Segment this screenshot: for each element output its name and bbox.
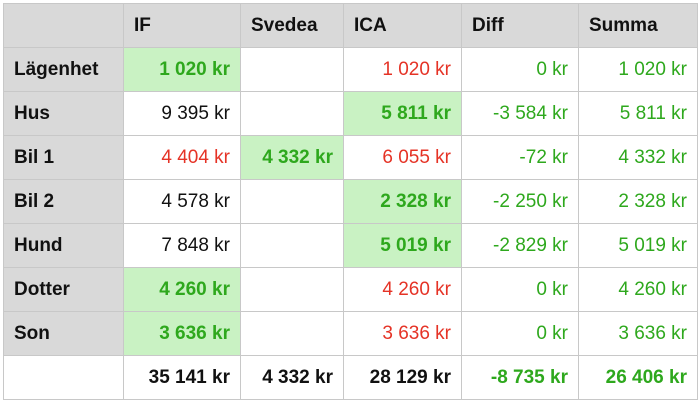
cell <box>240 179 344 224</box>
cell <box>240 223 344 268</box>
corner-cell <box>3 3 124 48</box>
total-cell: 35 141 kr <box>123 355 241 400</box>
cell: 2 328 kr <box>343 179 462 224</box>
column-header: Summa <box>578 3 698 48</box>
cell: 4 578 kr <box>123 179 241 224</box>
cell: 4 260 kr <box>578 267 698 312</box>
cell <box>240 267 344 312</box>
cell: 0 kr <box>461 47 579 92</box>
column-header: Diff <box>461 3 579 48</box>
row-header: Dotter <box>3 267 124 312</box>
total-cell: 26 406 kr <box>578 355 698 400</box>
cell: 5 019 kr <box>343 223 462 268</box>
cell: 4 260 kr <box>123 267 241 312</box>
cell: -72 kr <box>461 135 579 180</box>
table-row: Lägenhet 1 020 kr 1 020 kr 0 kr 1 020 kr <box>3 47 698 92</box>
cell: -2 250 kr <box>461 179 579 224</box>
totals-row: 35 141 kr 4 332 kr 28 129 kr -8 735 kr 26 40… <box>3 355 698 400</box>
row-header: Lägenhet <box>3 47 124 92</box>
cell: 7 848 kr <box>123 223 241 268</box>
table-row: Son 3 636 kr 3 636 kr 0 kr 3 636 kr <box>3 311 698 356</box>
cell: 2 328 kr <box>578 179 698 224</box>
cell <box>240 47 344 92</box>
total-cell: 4 332 kr <box>240 355 344 400</box>
cell: 4 332 kr <box>578 135 698 180</box>
table-row: Dotter 4 260 kr 4 260 kr 0 kr 4 260 kr <box>3 267 698 312</box>
row-header: Bil 2 <box>3 179 124 224</box>
cell: 3 636 kr <box>578 311 698 356</box>
cell: -3 584 kr <box>461 91 579 136</box>
total-cell: 28 129 kr <box>343 355 462 400</box>
column-header: Svedea <box>240 3 344 48</box>
total-cell: -8 735 kr <box>461 355 579 400</box>
totals-label-cell <box>3 355 124 400</box>
cell <box>240 91 344 136</box>
cell <box>240 311 344 356</box>
cell: 4 404 kr <box>123 135 241 180</box>
row-header: Hund <box>3 223 124 268</box>
table-row: Hund 7 848 kr 5 019 kr -2 829 kr 5 019 kr <box>3 223 698 268</box>
header-row: IF Svedea ICA Diff Summa <box>3 3 698 48</box>
cell: 1 020 kr <box>578 47 698 92</box>
cell: 4 260 kr <box>343 267 462 312</box>
cell: 4 332 kr <box>240 135 344 180</box>
column-header: IF <box>123 3 241 48</box>
row-header: Bil 1 <box>3 135 124 180</box>
cell: 5 811 kr <box>343 91 462 136</box>
row-header: Hus <box>3 91 124 136</box>
table-row: Hus 9 395 kr 5 811 kr -3 584 kr 5 811 kr <box>3 91 698 136</box>
table-body: Lägenhet 1 020 kr 1 020 kr 0 kr 1 020 kr Hus 9… <box>3 47 698 400</box>
insurance-table: IF Svedea ICA Diff Summa Lägenhet 1 020 kr 1 0… <box>3 3 698 400</box>
cell: 5 811 kr <box>578 91 698 136</box>
cell: -2 829 kr <box>461 223 579 268</box>
cell: 6 055 kr <box>343 135 462 180</box>
cell: 3 636 kr <box>123 311 241 356</box>
row-header: Son <box>3 311 124 356</box>
cell: 1 020 kr <box>343 47 462 92</box>
column-header: ICA <box>343 3 462 48</box>
cell: 0 kr <box>461 311 579 356</box>
cell: 1 020 kr <box>123 47 241 92</box>
cell: 3 636 kr <box>343 311 462 356</box>
cell: 0 kr <box>461 267 579 312</box>
cell: 9 395 kr <box>123 91 241 136</box>
cell: 5 019 kr <box>578 223 698 268</box>
